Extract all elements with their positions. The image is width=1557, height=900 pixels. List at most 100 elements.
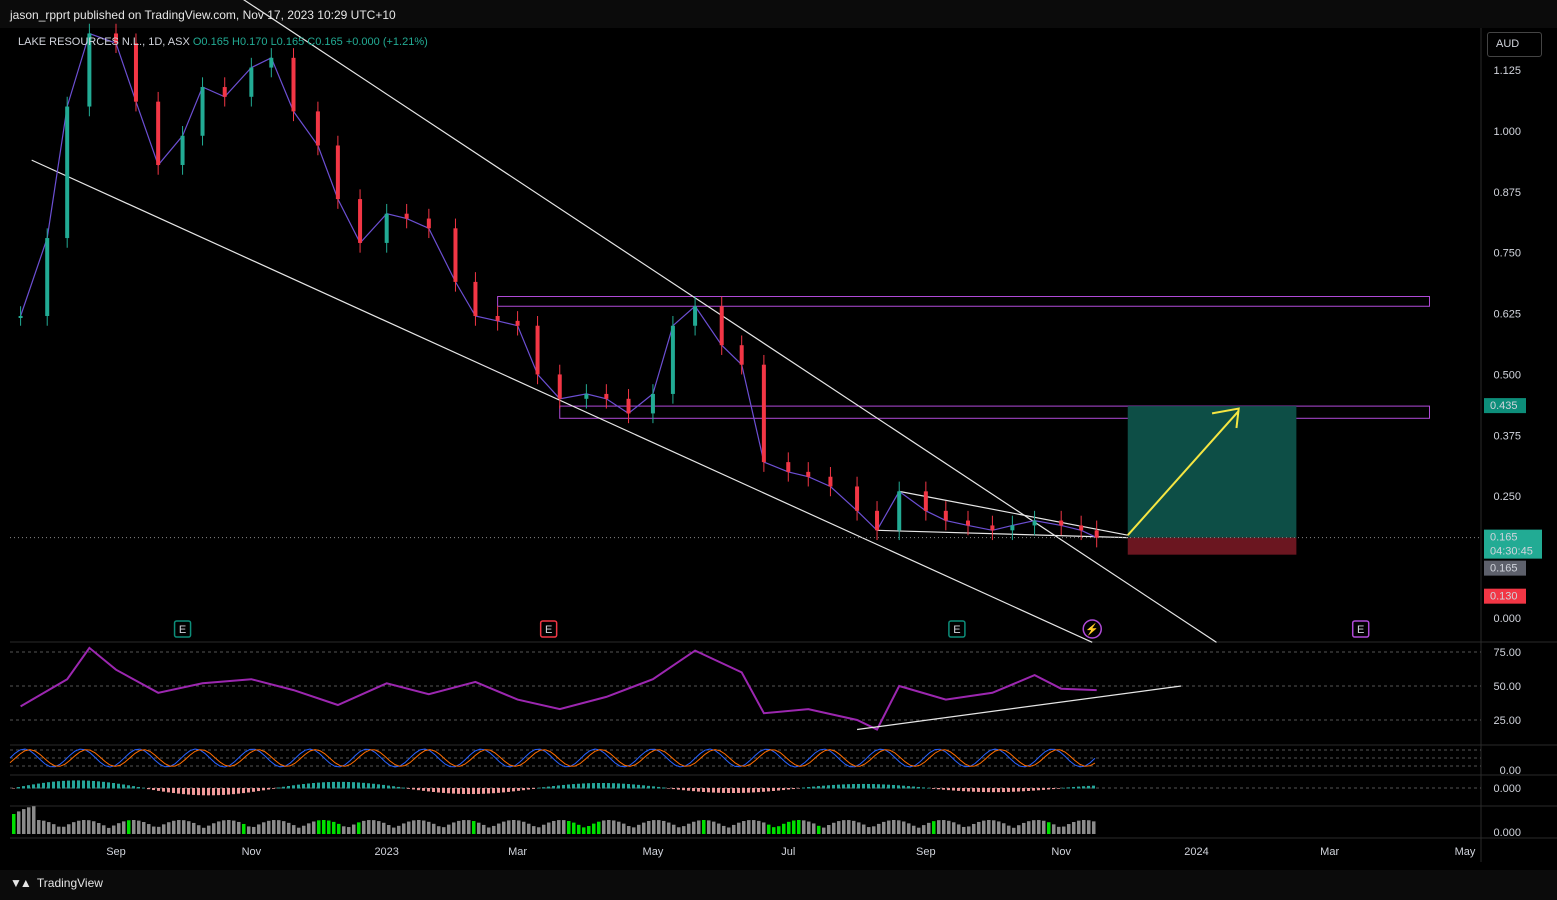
volume-bar <box>37 820 41 834</box>
macd-histogram-bar <box>687 788 690 791</box>
macd-histogram-bar <box>542 787 545 789</box>
volume-bar <box>837 821 841 834</box>
volume-bar <box>87 820 91 834</box>
macd-histogram-bar <box>602 783 605 789</box>
macd-histogram-bar <box>102 781 105 789</box>
macd-histogram-bar <box>647 785 650 789</box>
volume-bar <box>22 809 26 834</box>
macd-histogram-bar <box>1087 785 1090 789</box>
macd-histogram-bar <box>877 784 880 789</box>
macd-histogram-bar <box>492 788 495 794</box>
macd-histogram-bar <box>752 788 755 793</box>
price-tick-label: 0.000 <box>1493 613 1521 625</box>
volume-bar <box>152 826 156 834</box>
macd-histogram-bar <box>552 786 555 789</box>
x-tick-label: May <box>1455 846 1476 858</box>
volume-bar <box>822 827 826 834</box>
volume-bar <box>507 820 511 834</box>
volume-bar <box>937 820 941 834</box>
macd-histogram-bar <box>582 783 585 789</box>
volume-bar <box>417 820 421 834</box>
volume-bar <box>127 820 131 834</box>
volume-bar <box>82 820 86 834</box>
macd-histogram-bar <box>87 780 90 789</box>
macd-histogram-bar <box>627 784 630 789</box>
triangle-base-line <box>877 529 1128 539</box>
macd-histogram-bar <box>607 783 610 789</box>
event-marker: E <box>179 624 186 636</box>
x-tick-label: Sep <box>106 846 126 858</box>
volume-bar <box>377 821 381 834</box>
price-candle <box>670 325 675 394</box>
volume-bar <box>1002 823 1006 834</box>
volume-bar <box>992 820 996 834</box>
volume-bar <box>857 822 861 834</box>
resistance-zone <box>559 405 1430 419</box>
volume-bar <box>642 822 646 834</box>
volume-bar <box>892 820 896 834</box>
volume-bar <box>442 827 446 834</box>
volume-bar <box>402 823 406 834</box>
price-candle <box>291 57 296 112</box>
volume-bar <box>17 811 21 834</box>
volume-bar <box>197 825 201 834</box>
volume-bar <box>297 827 301 834</box>
volume-bar <box>462 820 466 834</box>
macd-histogram-bar <box>157 788 160 791</box>
volume-bar <box>537 827 541 834</box>
volume-bar <box>792 820 796 834</box>
macd-histogram-bar <box>662 787 665 789</box>
macd-histogram-bar <box>532 788 535 789</box>
macd-histogram-bar <box>917 786 920 789</box>
macd-histogram-bar <box>617 783 620 789</box>
macd-histogram-bar <box>962 788 965 792</box>
price-candle <box>1010 525 1015 531</box>
volume-bar <box>167 822 171 834</box>
price-candle <box>222 87 227 97</box>
price-tick-label: 0.375 <box>1493 430 1521 442</box>
macd-histogram-bar <box>947 788 950 791</box>
volume-bar <box>997 821 1001 834</box>
volume-bar <box>742 821 746 834</box>
macd-histogram-bar <box>42 782 45 789</box>
macd-histogram-bar <box>652 786 655 789</box>
countdown-label: 04:30:45 <box>1490 546 1533 558</box>
macd-histogram-bar <box>262 788 265 791</box>
x-tick-label: 2024 <box>1184 846 1208 858</box>
macd-histogram-bar <box>837 784 840 789</box>
volume-bar <box>1017 825 1021 834</box>
price-tick-label: 1.000 <box>1493 126 1521 138</box>
macd-histogram-bar <box>792 788 795 790</box>
currency-selector[interactable]: AUD <box>1487 32 1542 57</box>
macd-histogram-bar <box>407 788 410 789</box>
open-value: O0.165 <box>192 36 229 48</box>
macd-histogram-bar <box>207 788 210 796</box>
price-candle <box>786 462 791 472</box>
volume-bar <box>637 824 641 834</box>
volume-bar <box>32 806 36 834</box>
volume-bar <box>1092 821 1096 834</box>
price-candle <box>473 281 478 316</box>
macd-histogram-bar <box>707 788 710 793</box>
volume-bar <box>342 826 346 834</box>
macd-histogram-bar <box>697 788 700 792</box>
volume-bar <box>432 823 436 834</box>
macd-histogram-bar <box>247 788 250 793</box>
price-candle <box>604 393 609 399</box>
macd-histogram-bar <box>812 786 815 789</box>
volume-bar <box>92 821 96 834</box>
rsi-trendline <box>856 685 1182 731</box>
macd-histogram-bar <box>422 788 425 791</box>
volume-bar <box>217 821 221 834</box>
macd-histogram-bar <box>77 780 80 789</box>
macd-histogram-bar <box>797 788 800 789</box>
volume-bar <box>52 824 56 834</box>
x-tick-label: Sep <box>916 846 936 858</box>
macd-histogram-bar <box>237 788 240 794</box>
macd-histogram-bar <box>832 784 835 789</box>
volume-bar <box>762 822 766 834</box>
macd-histogram-bar <box>402 787 405 789</box>
triangle-top-line <box>899 490 1128 536</box>
rsi-tick-label: 75.00 <box>1493 647 1521 659</box>
